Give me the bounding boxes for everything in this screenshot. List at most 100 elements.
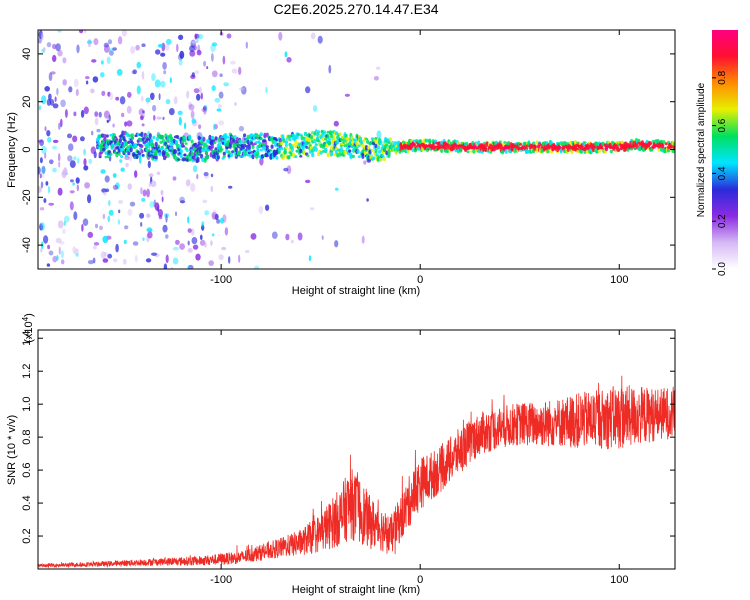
noise-mark <box>86 40 93 44</box>
noise-mark <box>93 151 97 159</box>
noise-mark <box>76 184 80 192</box>
noise-mark <box>109 91 113 101</box>
noise-mark <box>160 80 166 88</box>
noise-mark <box>47 136 52 143</box>
noise-mark <box>100 251 107 259</box>
signal-mark <box>444 142 449 146</box>
noise-mark <box>285 233 290 241</box>
noise-mark <box>286 57 292 63</box>
noise-mark <box>187 216 190 224</box>
noise-mark <box>93 38 99 46</box>
signal-mark <box>173 149 177 154</box>
signal-mark <box>388 137 392 141</box>
spectrogram-axes: -100 0 100 -40 -20 0 20 40 <box>21 30 675 286</box>
noise-mark <box>140 95 144 102</box>
signal-mark <box>349 152 353 158</box>
colorbar-label: Normalized spectral amplitude <box>696 82 707 217</box>
signal-mark <box>667 148 671 153</box>
signal-mark <box>231 135 235 139</box>
signal-mark <box>231 150 235 154</box>
noise-mark <box>76 44 80 54</box>
noise-mark <box>297 232 303 241</box>
noise-mark <box>145 97 151 103</box>
noise-mark <box>191 40 197 44</box>
noise-mark <box>41 146 47 154</box>
noise-mark <box>334 240 339 248</box>
signal-mark <box>294 140 298 145</box>
colorbar-tick-label: 0.4 <box>717 166 728 180</box>
noise-mark <box>186 90 190 99</box>
noise-mark <box>141 197 146 202</box>
noise-mark <box>140 222 143 227</box>
noise-mark <box>127 208 133 216</box>
signal-mark <box>222 151 226 156</box>
x-tick-label: 0 <box>417 574 423 586</box>
noise-mark <box>203 171 210 179</box>
signal-mark <box>326 134 330 139</box>
noise-mark <box>187 248 193 253</box>
signal-mark <box>348 149 352 153</box>
noise-mark <box>141 123 145 127</box>
noise-mark <box>161 196 164 203</box>
signal-mark <box>213 141 217 144</box>
signal-mark <box>323 142 327 147</box>
noise-mark <box>142 237 145 241</box>
noise-mark <box>223 82 230 87</box>
signal-mark <box>319 151 323 155</box>
noise-mark <box>151 252 157 256</box>
signal-mark <box>214 136 218 141</box>
noise-mark <box>127 91 132 98</box>
signal-mark <box>221 141 225 145</box>
signal-mark <box>284 146 288 150</box>
colorbar: 0.0 0.2 0.4 0.6 0.8 Normalized spectral ampl… <box>696 30 738 276</box>
noise-mark <box>234 102 237 106</box>
signal-mark <box>330 151 334 157</box>
noise-mark <box>139 212 145 219</box>
y-tick-label: 1.4 <box>21 331 33 346</box>
signal-mark <box>372 141 376 146</box>
noise-mark <box>63 220 67 226</box>
signal-mark <box>260 154 265 159</box>
signal-mark <box>604 147 609 152</box>
noise-mark <box>75 88 79 97</box>
noise-mark <box>157 44 163 48</box>
signal-mark <box>130 133 134 137</box>
signal-mark <box>400 148 404 153</box>
signal-mark <box>137 152 142 155</box>
noise-mark <box>211 233 215 237</box>
noise-mark <box>90 88 95 94</box>
signal-mark <box>569 140 573 145</box>
noise-mark <box>204 210 210 216</box>
signal-mark <box>499 144 503 149</box>
noise-mark <box>64 109 68 118</box>
signal-mark <box>669 145 673 149</box>
noise-mark <box>67 143 74 151</box>
noise-mark <box>291 239 294 244</box>
signal-mark <box>280 141 284 146</box>
signal-mark <box>249 154 253 158</box>
signal-mark <box>428 138 432 144</box>
signal-mark <box>223 133 228 138</box>
signal-mark <box>241 146 245 150</box>
noise-mark <box>317 35 323 44</box>
noise-mark <box>156 116 162 120</box>
noise-mark <box>180 200 186 204</box>
signal-mark <box>560 141 564 147</box>
snr-y-label: SNR (10 * v/v) <box>6 415 18 485</box>
noise-mark <box>192 165 198 173</box>
noise-mark <box>109 50 114 56</box>
signal-mark <box>183 153 187 157</box>
signal-mark <box>374 148 378 154</box>
noise-mark <box>376 130 382 139</box>
signal-mark <box>152 148 156 153</box>
signal-mark <box>217 141 222 146</box>
signal-mark <box>379 157 383 162</box>
signal-mark <box>485 141 489 148</box>
noise-mark <box>69 160 76 169</box>
signal-mark <box>356 148 360 154</box>
noise-mark <box>147 160 151 169</box>
noise-mark <box>44 86 50 92</box>
noise-mark <box>200 234 203 241</box>
noise-mark <box>69 201 74 211</box>
signal-mark <box>259 148 263 152</box>
